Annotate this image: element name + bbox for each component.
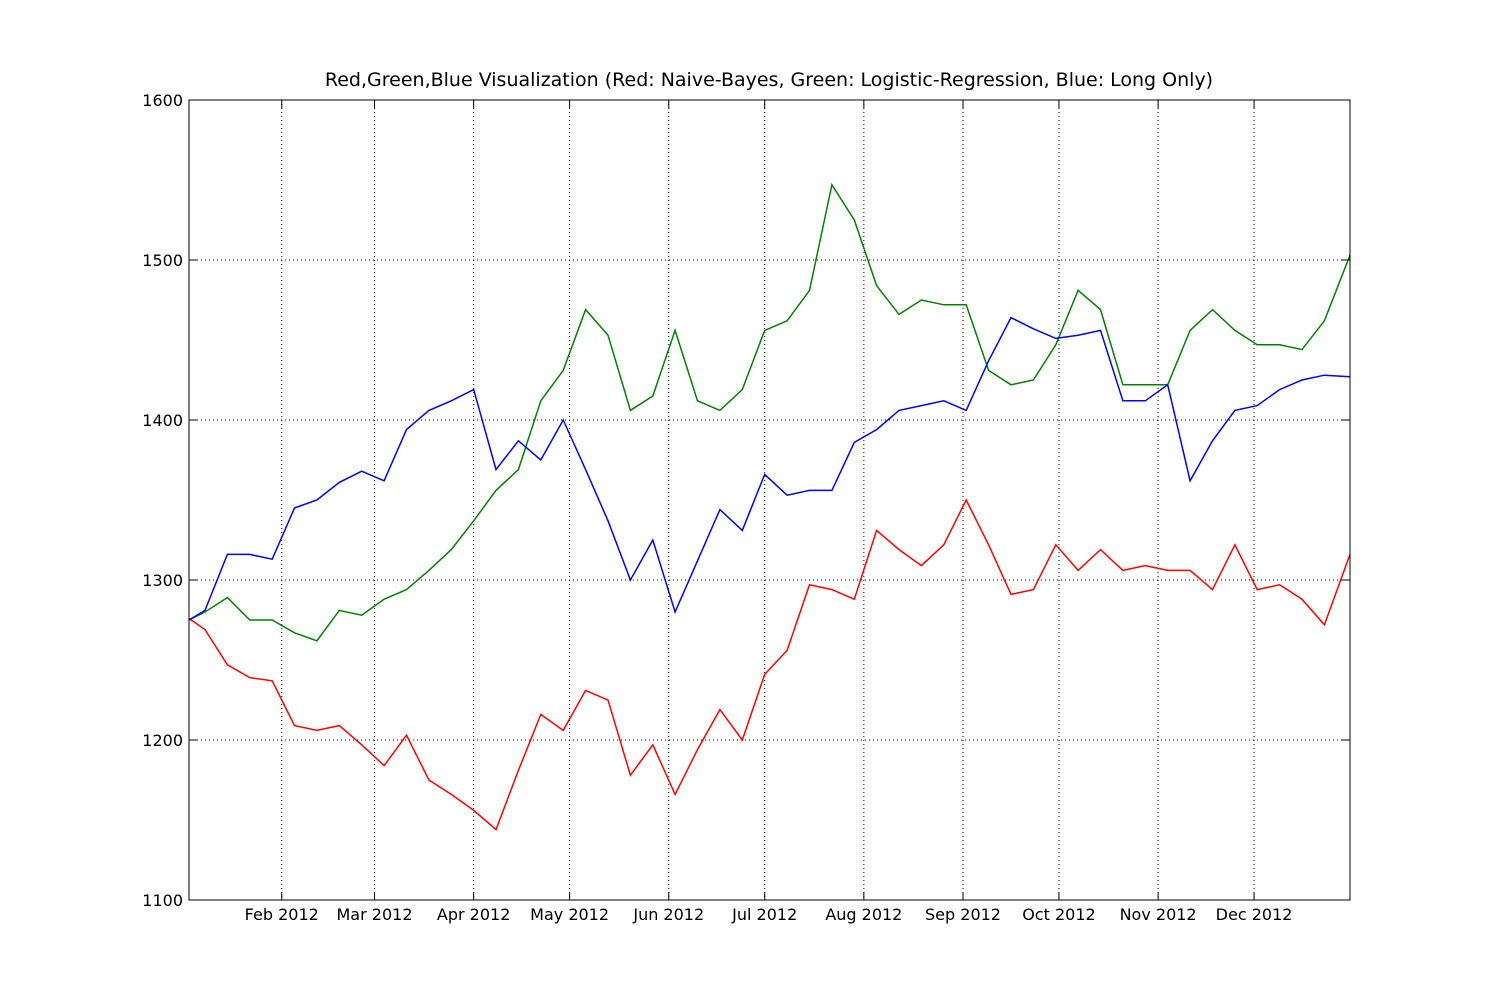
y-tick-label: 1200 (142, 731, 183, 750)
series-line (188, 498, 1351, 831)
y-tick-label: 1600 (142, 91, 183, 110)
x-tick-label: Dec 2012 (1216, 905, 1293, 924)
x-tick-label: Mar 2012 (337, 905, 413, 924)
x-tick-label: May 2012 (530, 905, 609, 924)
x-tick-label: Apr 2012 (437, 905, 510, 924)
series-line (188, 182, 1351, 642)
x-tick-label: Aug 2012 (825, 905, 902, 924)
x-tick-label: Sep 2012 (925, 905, 1001, 924)
lines-layer (188, 182, 1351, 831)
y-tick-label: 1300 (142, 571, 183, 590)
x-tick-label: Feb 2012 (245, 905, 319, 924)
x-tick-label: Oct 2012 (1022, 905, 1095, 924)
grid-layer (189, 99, 1350, 901)
x-tick-label: Jul 2012 (731, 905, 797, 924)
labels-layer: 1100 1200 1300 1400 1500 1600 Feb 2012 Mar 2012… (142, 91, 1350, 924)
y-tick-label: 1400 (142, 411, 183, 430)
chart-title: Red,Green,Blue Visualization (Red: Naive… (325, 69, 1213, 91)
y-tick-label: 1100 (142, 891, 183, 910)
series-line (188, 316, 1351, 621)
y-tick-label: 1500 (142, 251, 183, 270)
plot-frame (188, 99, 1351, 901)
x-tick-label: Jun 2012 (632, 905, 704, 924)
x-tick-label: Nov 2012 (1120, 905, 1197, 924)
